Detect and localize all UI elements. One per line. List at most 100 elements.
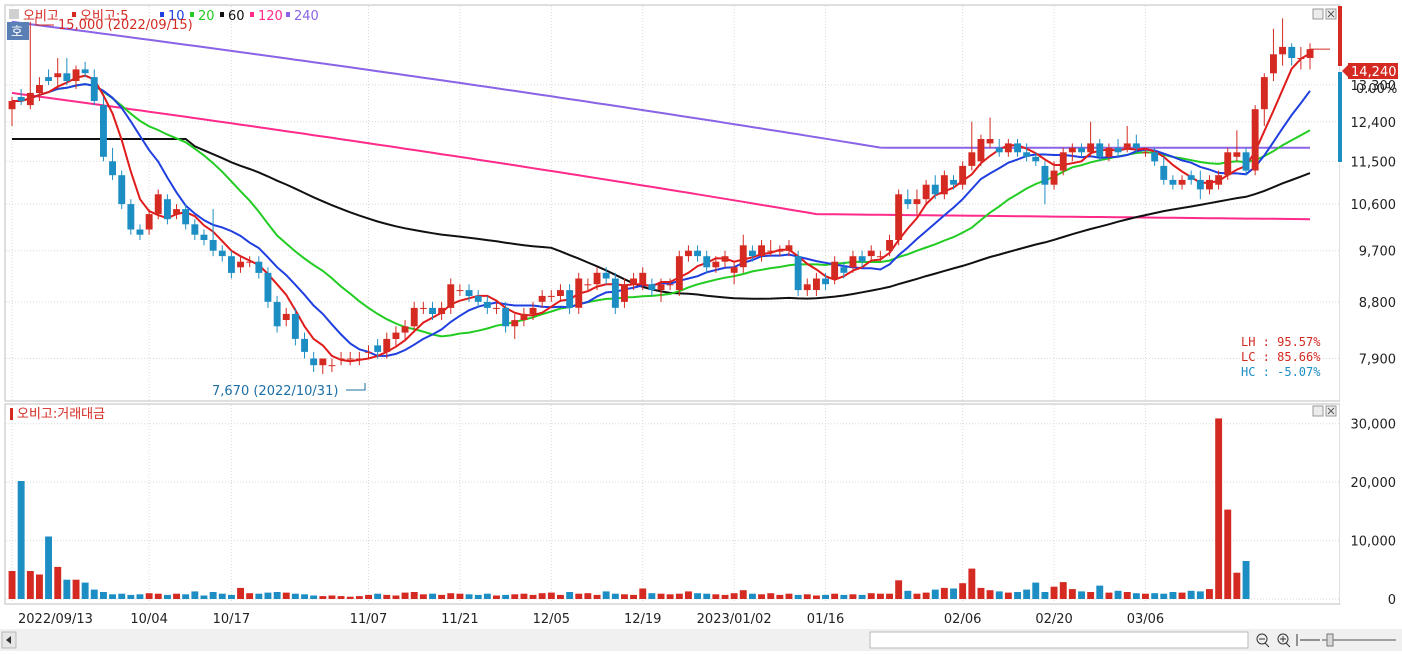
candle-body — [365, 351, 372, 353]
candle-body — [675, 256, 683, 291]
candle-body — [602, 272, 610, 279]
candle-body — [26, 92, 34, 106]
volume-bar — [1151, 593, 1159, 599]
panel-menu-icon[interactable] — [9, 9, 19, 19]
volume-bar — [438, 594, 446, 599]
volume-bar — [849, 594, 857, 599]
candle-body — [237, 261, 244, 268]
candle-body — [922, 184, 930, 200]
zoom-slider-handle[interactable] — [1326, 633, 1334, 647]
zoom-slider[interactable] — [1322, 633, 1396, 647]
maximize-icon[interactable] — [1312, 8, 1324, 20]
candle-body — [90, 77, 98, 101]
volume-bar — [1196, 591, 1204, 599]
candle-body — [1087, 143, 1095, 153]
candle-body — [849, 256, 857, 268]
candle-body — [593, 272, 601, 285]
volume-bar — [1142, 593, 1149, 599]
candle-body — [1187, 175, 1195, 180]
candle-body — [127, 204, 135, 230]
axis-panel — [1340, 5, 1402, 604]
x-tick-label: 10/17 — [213, 612, 250, 627]
candle-body — [666, 284, 674, 286]
candle-body — [749, 250, 756, 257]
volume-bar — [1041, 592, 1049, 599]
legend-ma120: 120 — [258, 9, 283, 24]
legend-ma5: 오비고:5 — [80, 9, 129, 24]
quote-badge[interactable] — [7, 22, 29, 40]
volume-bar — [758, 594, 765, 599]
volume-bar — [858, 594, 866, 599]
price-tag-box — [1348, 63, 1398, 79]
candle-body — [228, 256, 235, 273]
candle-body — [154, 194, 162, 215]
candle-body — [1224, 152, 1232, 176]
stat-lh: LH : 95.57% — [1241, 335, 1321, 349]
candle-body — [191, 224, 199, 235]
candle-body — [1279, 46, 1286, 55]
volume-bar — [630, 594, 637, 599]
volume-maximize-icon[interactable] — [1312, 405, 1324, 417]
candle-body — [8, 101, 16, 110]
volume-bar — [401, 592, 409, 599]
volume-legend-swatch — [10, 408, 13, 420]
candle-body — [511, 320, 519, 327]
volume-bar — [1224, 509, 1232, 599]
candle-body — [100, 105, 107, 157]
volume-bar — [877, 593, 884, 599]
volume-bar — [694, 593, 701, 599]
volume-bar — [127, 594, 135, 599]
candle-body — [611, 278, 619, 308]
volume-bar — [173, 593, 180, 599]
volume-bar — [474, 594, 482, 599]
volume-bar — [584, 593, 592, 599]
candle-body — [1123, 143, 1131, 148]
x-tick-label: 10/04 — [130, 612, 167, 627]
scrollbar[interactable] — [0, 629, 1402, 651]
candle-body — [182, 209, 190, 225]
price-axis-label: 13,300 — [1351, 79, 1397, 94]
candle-body — [1004, 143, 1012, 153]
candle-body — [493, 307, 500, 309]
price-axis-label: 11,500 — [1351, 155, 1397, 170]
candle-body — [712, 261, 720, 268]
volume-bar — [63, 579, 71, 599]
volume-bar — [904, 590, 912, 599]
scrollbar-thumb[interactable] — [869, 631, 1249, 649]
zoom-in-icon[interactable] — [1277, 633, 1291, 648]
candle-body — [694, 250, 701, 257]
volume-title: 오비고:거래대금 — [17, 407, 105, 422]
volume-bar — [657, 593, 665, 599]
price-axis-label: 8,800 — [1359, 296, 1396, 311]
candle-body — [739, 245, 747, 268]
volume-bar — [813, 595, 820, 599]
candle-body — [639, 272, 647, 285]
volume-bar — [867, 593, 875, 599]
candle-body — [557, 290, 564, 296]
volume-bar — [1132, 593, 1140, 599]
candle-body — [1096, 143, 1104, 157]
volume-bar — [794, 594, 802, 599]
price-axis-label: 9,700 — [1359, 245, 1396, 260]
volume-bar — [1087, 592, 1095, 599]
candle-body — [1105, 147, 1113, 157]
volume-bar — [45, 536, 52, 599]
volume-bar — [502, 594, 510, 599]
x-tick-label: 02/06 — [944, 612, 981, 627]
low-annotation: 7,670 (2022/10/31) — [212, 384, 338, 399]
candle-body — [730, 267, 738, 273]
candle-body — [520, 313, 528, 320]
candle-body — [840, 267, 848, 273]
volume-bar — [776, 594, 784, 599]
candle-body — [173, 209, 180, 215]
volume-bar — [557, 594, 564, 599]
candle-body — [785, 245, 793, 251]
volume-bar — [8, 571, 16, 599]
volume-bar — [365, 594, 372, 599]
candle-body — [54, 73, 62, 78]
candle-body — [328, 365, 336, 367]
candle-body — [584, 284, 592, 286]
zoom-out-icon[interactable] — [1256, 633, 1270, 648]
volume-bar — [511, 594, 519, 599]
